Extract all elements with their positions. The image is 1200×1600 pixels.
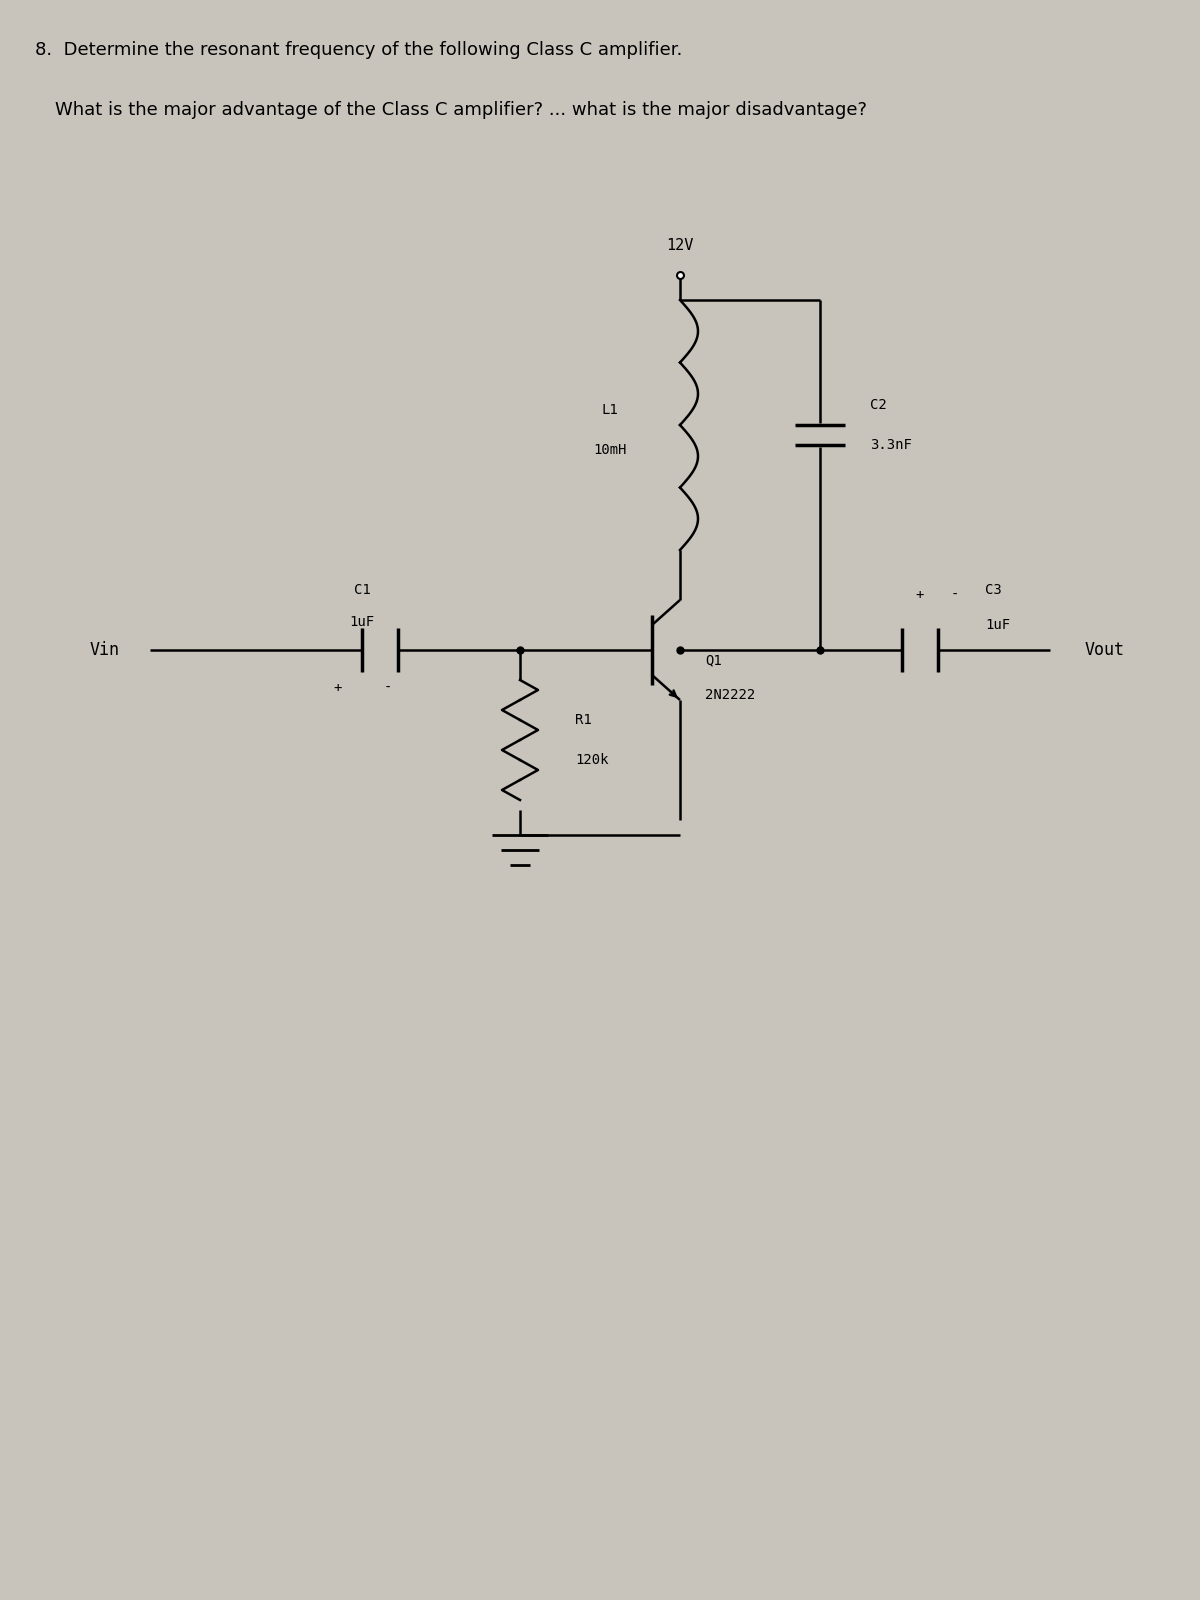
Text: +: + [916,587,924,602]
Text: C3: C3 [985,582,1002,597]
Text: 120k: 120k [575,754,608,766]
Text: 8.  Determine the resonant frequency of the following Class C amplifier.: 8. Determine the resonant frequency of t… [35,42,683,59]
Text: Vout: Vout [1085,642,1126,659]
Text: +: + [334,682,342,694]
Text: 12V: 12V [666,237,694,253]
Text: R1: R1 [575,714,592,726]
Text: What is the major advantage of the Class C amplifier? ... what is the major disa: What is the major advantage of the Class… [55,101,866,118]
Text: Q1: Q1 [706,653,721,667]
Text: 1uF: 1uF [985,618,1010,632]
Text: C1: C1 [354,582,371,597]
Text: 2N2222: 2N2222 [706,688,755,702]
Text: -: - [950,587,959,602]
Text: 10mH: 10mH [593,443,626,458]
Text: L1: L1 [601,403,618,418]
Text: 3.3nF: 3.3nF [870,438,912,451]
Text: 1uF: 1uF [349,614,374,629]
Text: -: - [384,682,392,694]
Text: Vin: Vin [90,642,120,659]
Text: C2: C2 [870,398,887,411]
